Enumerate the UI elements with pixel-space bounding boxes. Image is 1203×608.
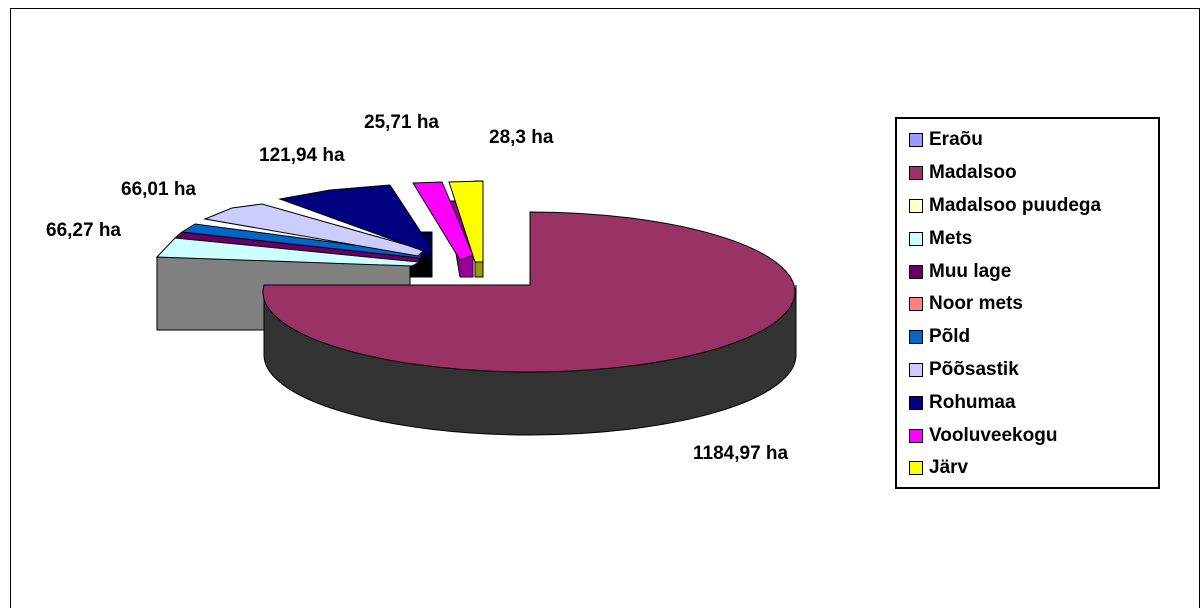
legend-item: Põõsastik: [909, 354, 1158, 387]
legend-swatch: [909, 166, 923, 180]
legend-label: Noor mets: [929, 293, 1023, 315]
legend-item: Rohumaa: [909, 386, 1158, 419]
legend-swatch: [909, 199, 923, 213]
legend-label: Madalsoo puudega: [929, 195, 1101, 217]
legend-swatch: [909, 396, 923, 410]
data-label-madalsoo: 1184,97 ha: [693, 443, 789, 464]
legend-swatch: [909, 330, 923, 344]
chart-legend: Eraõu Madalsoo Madalsoo puudega Mets Muu…: [895, 117, 1160, 489]
legend-label: Järv: [929, 457, 968, 479]
legend-item: Noor mets: [909, 288, 1158, 321]
legend-swatch: [909, 297, 923, 311]
legend-item: Eraõu: [909, 124, 1158, 157]
legend-item: Põld: [909, 321, 1158, 354]
legend-label: Vooluveekogu: [929, 425, 1057, 447]
legend-item: Vooluveekogu: [909, 419, 1158, 452]
legend-label: Rohumaa: [929, 392, 1016, 414]
legend-label: Muu lage: [929, 261, 1011, 283]
legend-swatch: [909, 363, 923, 377]
legend-swatch: [909, 232, 923, 246]
legend-item: Mets: [909, 222, 1158, 255]
legend-label: Põld: [929, 326, 970, 348]
legend-swatch: [909, 461, 923, 475]
legend-item: Järv: [909, 452, 1158, 485]
legend-item: Madalsoo: [909, 157, 1158, 190]
legend-label: Põõsastik: [929, 359, 1019, 381]
legend-label: Mets: [929, 228, 972, 250]
data-label-vooluveekogu: 25,71 ha: [364, 112, 439, 133]
data-label-poosastik: 66,01 ha: [121, 179, 196, 200]
legend-item: Muu lage: [909, 255, 1158, 288]
legend-swatch: [909, 429, 923, 443]
data-label-mets: 66,27 ha: [46, 220, 121, 241]
legend-label: Eraõu: [929, 129, 983, 151]
legend-label: Madalsoo: [929, 162, 1017, 184]
legend-swatch: [909, 265, 923, 279]
legend-item: Madalsoo puudega: [909, 190, 1158, 223]
data-label-jarv: 28,3 ha: [489, 127, 554, 148]
legend-swatch: [909, 133, 923, 147]
data-label-rohumaa: 121,94 ha: [259, 145, 345, 166]
